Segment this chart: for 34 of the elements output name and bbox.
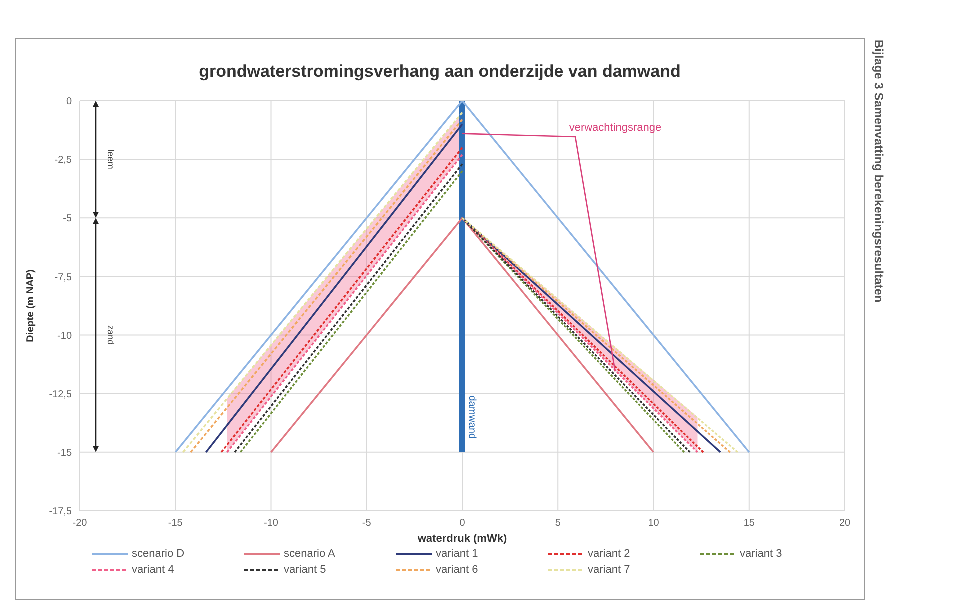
legend-label: variant 1: [436, 548, 478, 560]
x-tick-label: 10: [648, 518, 660, 530]
y-tick-label: -12,5: [49, 389, 72, 400]
annotation: verwachtingsrange: [569, 122, 662, 134]
x-tick-label: 5: [555, 518, 562, 530]
y-tick-label: -5: [63, 214, 72, 225]
legend-label: variant 3: [740, 548, 782, 560]
text: damwand: [466, 396, 478, 440]
x-tick-label: -15: [168, 518, 184, 530]
y-tick-label: -17,5: [49, 506, 72, 518]
legend-label: variant 4: [132, 564, 174, 576]
x-tick-label: -5: [362, 518, 372, 530]
x-axis-title: waterdruk (mWk): [416, 533, 508, 545]
y-tick-label: -10: [58, 330, 72, 342]
legend-label: variant 2: [588, 548, 630, 560]
x-tick-label: 0: [460, 518, 466, 530]
annotation: zand: [106, 326, 116, 346]
legend-label: scenario A: [284, 548, 336, 560]
chart-title: grondwaterstromingsverhang aan onderzijde van damwand: [198, 62, 682, 82]
y-tick-label: -15: [58, 448, 72, 459]
legend-label: variant 6: [436, 564, 478, 576]
x-tick-label: 20: [839, 518, 851, 530]
x-tick-label: 15: [744, 518, 756, 530]
legend-label: scenario D: [132, 548, 185, 560]
y-tick-label: -7,5: [54, 272, 72, 284]
x-tick-label: -10: [264, 518, 279, 530]
text: Bijlage 3 Samenvatting berekeningsresultaten: [872, 40, 886, 303]
annotation: leem: [106, 150, 116, 170]
legend-label: variant 5: [284, 564, 326, 576]
y-axis-title: Diepte (m NAP): [26, 270, 37, 342]
x-tick-label: -20: [72, 518, 88, 530]
legend-label: variant 7: [588, 564, 630, 576]
y-tick-label: -2,5: [54, 155, 72, 166]
y-tick-label: 0: [66, 96, 72, 108]
